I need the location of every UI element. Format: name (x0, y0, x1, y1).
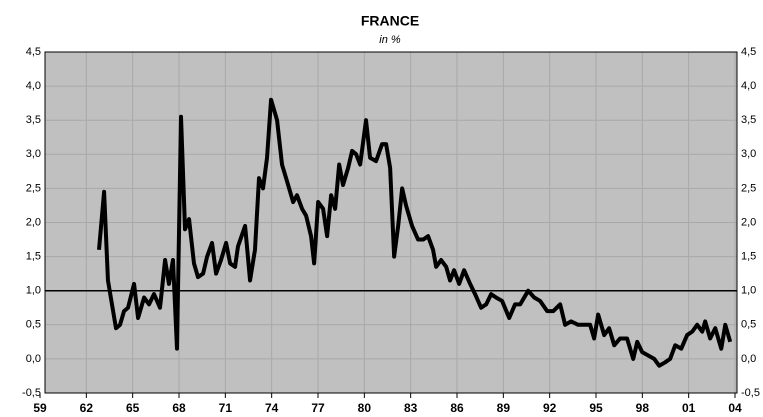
y2-tick-label: 3,0 (741, 148, 756, 160)
y-tick-label: -0,5 (22, 387, 41, 399)
y-tick-label: 2,0 (26, 216, 41, 228)
y2-tick-label: 0,0 (741, 353, 756, 365)
chart-title: FRANCE (361, 13, 419, 29)
y-tick-label: 1,5 (26, 251, 41, 263)
line-series (97, 97, 733, 368)
y-tick-label: 0,5 (26, 319, 41, 331)
x-tick-label: 80 (358, 401, 372, 415)
y2-tick-label: 3,5 (741, 114, 756, 126)
y2-tick-label: 1,5 (741, 251, 756, 263)
x-tick-label: 62 (80, 401, 94, 415)
y-tick-label: 1,0 (26, 285, 41, 297)
y-tick-label: 0,0 (26, 353, 41, 365)
x-tick-label: 01 (682, 401, 696, 415)
y2-tick-label: 4,5 (741, 46, 756, 58)
y2-tick-label: 2,5 (741, 182, 756, 194)
y-tick-label: 4,5 (26, 46, 41, 58)
x-tick-label: 77 (311, 401, 325, 415)
x-tick-label: 89 (497, 401, 511, 415)
y2-tick-label: 0,5 (741, 319, 756, 331)
y2-tick-label: 1,0 (741, 285, 756, 297)
plot-border (44, 51, 738, 394)
x-tick-label: 98 (636, 401, 650, 415)
y-tick-label: 4,0 (26, 80, 41, 92)
x-tick-label: 74 (265, 401, 279, 415)
y2-tick-label: -0,5 (741, 387, 760, 399)
y-tick-label: 3,5 (26, 114, 41, 126)
y-tick-label: 2,5 (26, 182, 41, 194)
x-tick-label: 59 (33, 401, 47, 415)
x-tick-label: 68 (172, 401, 186, 415)
y2-tick-label: 2,0 (741, 216, 756, 228)
x-tick-label: 04 (728, 401, 742, 415)
x-tick-label: 95 (589, 401, 603, 415)
y-tick-label: 3,0 (26, 148, 41, 160)
x-tick-label: 71 (219, 401, 233, 415)
x-tick-label: 83 (404, 401, 418, 415)
x-tick-label: 92 (543, 401, 557, 415)
chart-subtitle: in % (379, 34, 401, 46)
x-tick-label: 65 (126, 401, 140, 415)
x-tick-label: 86 (450, 401, 464, 415)
y2-tick-label: 4,0 (741, 80, 756, 92)
